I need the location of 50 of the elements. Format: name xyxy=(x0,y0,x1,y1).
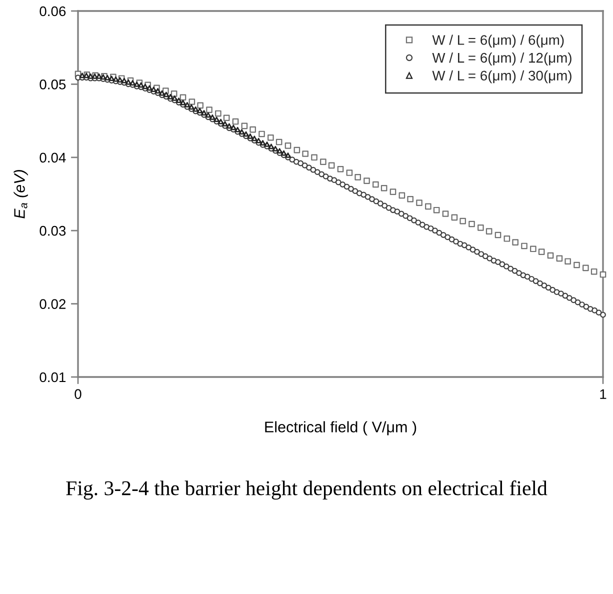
point xyxy=(264,142,270,147)
point xyxy=(146,85,152,91)
x-axis-title: Electrical field ( V/μm ) xyxy=(265,421,416,436)
point xyxy=(234,126,240,132)
y-tick-label: 0.06 xyxy=(40,6,66,16)
point xyxy=(201,110,207,116)
point xyxy=(260,140,266,146)
point xyxy=(142,84,148,90)
point xyxy=(222,121,228,126)
point xyxy=(138,82,144,88)
point xyxy=(243,131,249,137)
x-tick-label: 1 xyxy=(600,389,606,399)
y-tick-label: 0.02 xyxy=(40,299,66,309)
y-tick-label: 0.03 xyxy=(40,226,66,236)
point xyxy=(281,150,287,156)
point xyxy=(168,94,174,100)
legend-label: W / L = 6(μm) / 6(μm) xyxy=(432,34,564,48)
point xyxy=(159,90,165,96)
point xyxy=(218,118,224,124)
y-tick-label: 0.04 xyxy=(40,152,66,163)
legend-label: W / L = 6(μm) / 12(μm) xyxy=(432,52,572,66)
point xyxy=(239,129,245,134)
point xyxy=(172,95,178,101)
point xyxy=(247,133,253,139)
x-tick-label: 0 xyxy=(74,389,82,400)
legend-label: W / L = 6(μm) / 30(μm) xyxy=(432,70,572,84)
y-axis-title: E$_{a}$ (eV) xyxy=(14,170,28,218)
point xyxy=(197,108,203,114)
point xyxy=(188,104,194,110)
point xyxy=(285,152,291,158)
point xyxy=(121,78,127,84)
point xyxy=(130,80,136,86)
point xyxy=(184,102,190,108)
point xyxy=(268,144,274,150)
point xyxy=(256,138,262,144)
point xyxy=(272,146,278,152)
point xyxy=(88,73,94,79)
y-tick-label: 0.01 xyxy=(40,372,66,382)
y-tick-label: 0.05 xyxy=(40,80,66,90)
point xyxy=(210,114,216,120)
point xyxy=(192,106,198,112)
point xyxy=(163,92,169,98)
point xyxy=(205,112,211,118)
point xyxy=(252,136,258,142)
point xyxy=(230,124,236,130)
caption: Fig. 3-2-4 the barrier height dependents on electrical field xyxy=(66,480,548,500)
point xyxy=(155,88,161,94)
point xyxy=(226,123,232,129)
point xyxy=(79,72,85,78)
point xyxy=(180,100,186,106)
